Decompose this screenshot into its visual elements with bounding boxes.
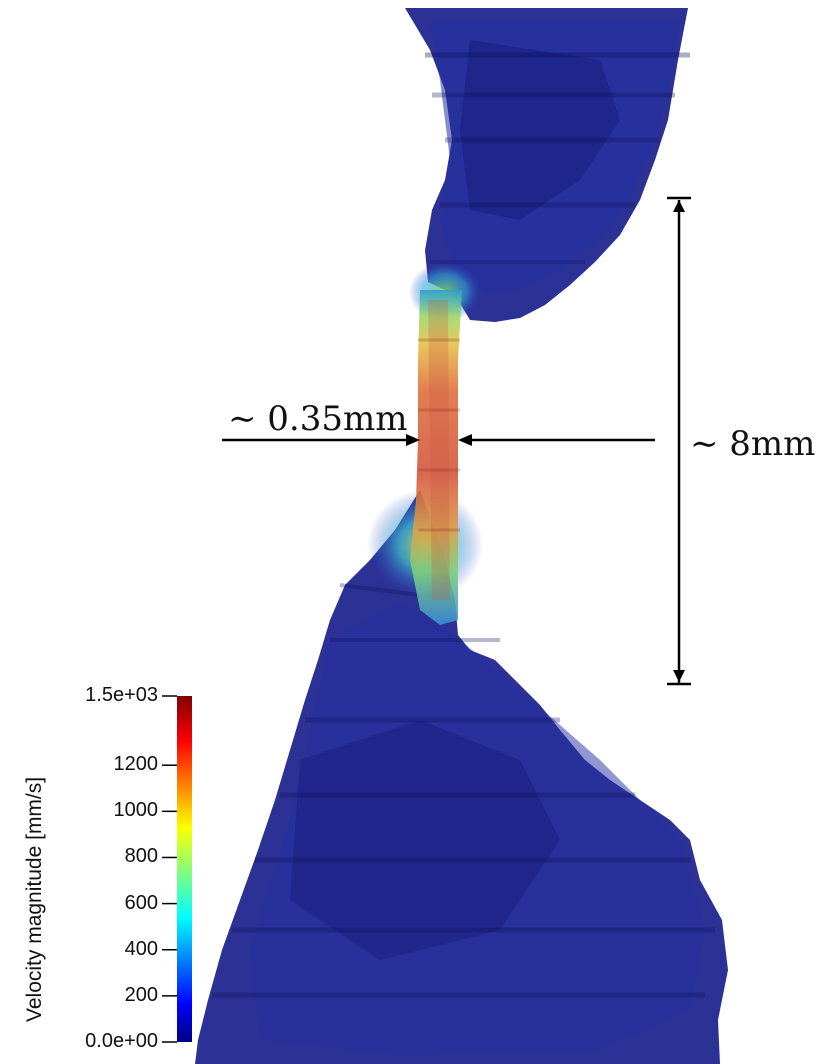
- colorbar-tick-label: 1.5e+03: [85, 684, 158, 706]
- upper-airway: [405, 8, 690, 322]
- length-dimension: [667, 196, 691, 686]
- width-dimension: [222, 434, 655, 446]
- colorbar-tick-label: 1000: [113, 799, 159, 822]
- lower-airway: [195, 490, 728, 1064]
- colorbar-tick-labels: 1.5e+03 1200 1000 800 600 400 200 0.0e+00: [0, 0, 158, 1064]
- colorbar-tick-marks: [162, 695, 177, 1043]
- colorbar-tick-label: 0.0e+00: [85, 1030, 158, 1052]
- width-label: ∼ 0.35mm: [228, 399, 408, 439]
- colorbar: [162, 695, 192, 1043]
- colorbar-tick-label: 800: [124, 845, 158, 868]
- stenosis-jet: [410, 290, 462, 625]
- length-label: ∼ 8mm: [690, 424, 816, 464]
- colorbar-tick-label: 200: [124, 983, 158, 1006]
- colorbar-tick-label: 1200: [113, 753, 159, 776]
- colorbar-tick-label: 400: [124, 937, 158, 960]
- colorbar-gradient: [177, 696, 192, 1042]
- colorbar-tick-label: 600: [124, 891, 158, 914]
